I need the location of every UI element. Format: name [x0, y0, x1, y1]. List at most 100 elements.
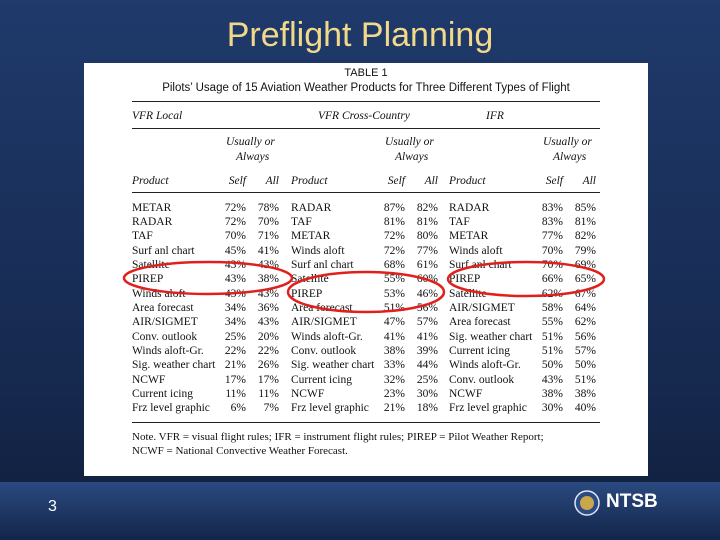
product-cell: Area forecast	[449, 316, 511, 329]
all-cell: 56%	[574, 330, 596, 343]
product-cell: NCWF	[132, 373, 166, 386]
product-cell: PIREP	[132, 273, 164, 286]
product-cell: Area forecast	[132, 301, 194, 314]
subheader: Always	[395, 150, 429, 163]
product-cell: Frz level graphic	[132, 402, 210, 415]
self-cell: 53%	[383, 287, 405, 300]
seal-icon	[574, 490, 600, 516]
product-cell: Current icing	[291, 373, 352, 386]
all-cell: 77%	[416, 244, 438, 257]
all-cell: 43%	[257, 316, 279, 329]
product-cell: Satellite	[449, 287, 487, 300]
product-cell: TAF	[449, 215, 470, 228]
self-cell: 77%	[541, 230, 563, 243]
product-cell: Current icing	[449, 345, 510, 357]
subheader: Always	[236, 150, 270, 163]
product-cell: Frz level graphic	[449, 402, 527, 415]
product-cell: Conv. outlook	[449, 373, 515, 386]
self-cell: 58%	[541, 301, 563, 314]
product-cell: Sig. weather chart	[291, 359, 375, 372]
all-cell: 57%	[574, 345, 596, 357]
all-cell: 51%	[574, 373, 596, 386]
product-cell: Winds aloft-Gr.	[132, 345, 204, 357]
product-cell: RADAR	[449, 201, 490, 214]
group-header: VFR Local	[132, 109, 183, 122]
all-cell: 36%	[257, 301, 279, 314]
all-cell: 7%	[263, 402, 279, 415]
self-cell: 81%	[383, 215, 405, 228]
highlight-ring	[286, 270, 446, 314]
product-cell: RADAR	[132, 215, 173, 228]
product-cell: Sig. weather chart	[449, 330, 533, 343]
self-cell: 51%	[541, 330, 563, 343]
all-cell: 85%	[574, 201, 596, 214]
product-cell: AIR/SIGMET	[132, 316, 198, 329]
all-cell: 17%	[257, 373, 279, 386]
self-cell: 43%	[541, 373, 563, 386]
column-header: Product	[449, 174, 486, 187]
product-cell: Conv. outlook	[132, 330, 198, 343]
all-cell: 38%	[574, 388, 596, 401]
self-cell: 30%	[541, 402, 563, 415]
product-cell: Winds aloft	[132, 287, 186, 300]
column-header: Product	[132, 174, 169, 187]
table-image: TABLE 1 Pilots’ Usage of 15 Aviation Weat…	[84, 63, 648, 476]
column-header: All	[582, 174, 596, 187]
self-cell: 22%	[224, 345, 246, 357]
subheader: Usually or	[385, 135, 434, 148]
product-cell: Surf anl chart	[132, 244, 195, 257]
self-cell: 87%	[383, 201, 405, 214]
all-cell: 82%	[416, 201, 438, 214]
self-cell: 41%	[383, 330, 405, 343]
all-cell: 80%	[416, 230, 438, 243]
self-cell: 51%	[541, 345, 563, 357]
self-cell: 50%	[541, 359, 563, 372]
rule	[132, 101, 600, 102]
column-header: All	[265, 174, 279, 187]
self-cell: 70%	[224, 230, 246, 243]
highlight-ring	[446, 260, 606, 298]
all-cell: 26%	[257, 359, 279, 372]
self-cell: 21%	[383, 402, 405, 415]
self-cell: 83%	[541, 201, 563, 214]
self-cell: 34%	[224, 301, 246, 314]
table-note: Note. VFR = visual flight rules; IFR = i…	[132, 430, 544, 443]
all-cell: 62%	[574, 316, 596, 329]
product-cell: Conv. outlook	[291, 345, 357, 357]
all-cell: 41%	[257, 244, 279, 257]
self-cell: 55%	[541, 316, 563, 329]
page-number: 3	[48, 498, 57, 515]
self-cell: 6%	[230, 402, 246, 415]
self-cell: 33%	[383, 359, 405, 372]
product-cell: METAR	[449, 230, 489, 243]
table-note: NCWF = National Convective Weather Forec…	[132, 444, 348, 457]
self-cell: 55%	[383, 273, 405, 286]
column-header: Product	[291, 174, 328, 187]
all-cell: 11%	[258, 388, 279, 401]
product-cell: TAF	[132, 230, 153, 243]
product-cell: METAR	[291, 230, 331, 243]
all-cell: 18%	[416, 402, 438, 415]
subheader: Usually or	[543, 135, 592, 148]
rule	[132, 422, 600, 423]
all-cell: 57%	[416, 316, 438, 329]
all-cell: 79%	[574, 244, 596, 257]
rule	[132, 192, 600, 193]
product-cell: Winds aloft-Gr.	[291, 330, 363, 343]
group-header: VFR Cross-Country	[318, 109, 410, 122]
product-cell: AIR/SIGMET	[291, 316, 357, 329]
self-cell: 43%	[224, 273, 246, 286]
self-cell: 47%	[383, 316, 405, 329]
table-label: TABLE 1	[344, 66, 388, 79]
self-cell: 17%	[224, 373, 246, 386]
group-header: IFR	[486, 109, 504, 122]
all-cell: 64%	[574, 301, 596, 314]
all-cell: 41%	[416, 330, 438, 343]
all-cell: 46%	[416, 287, 438, 300]
self-cell: 68%	[383, 258, 405, 271]
self-cell: 66%	[541, 273, 563, 286]
column-header: Self	[228, 174, 246, 187]
column-header: Self	[545, 174, 563, 187]
